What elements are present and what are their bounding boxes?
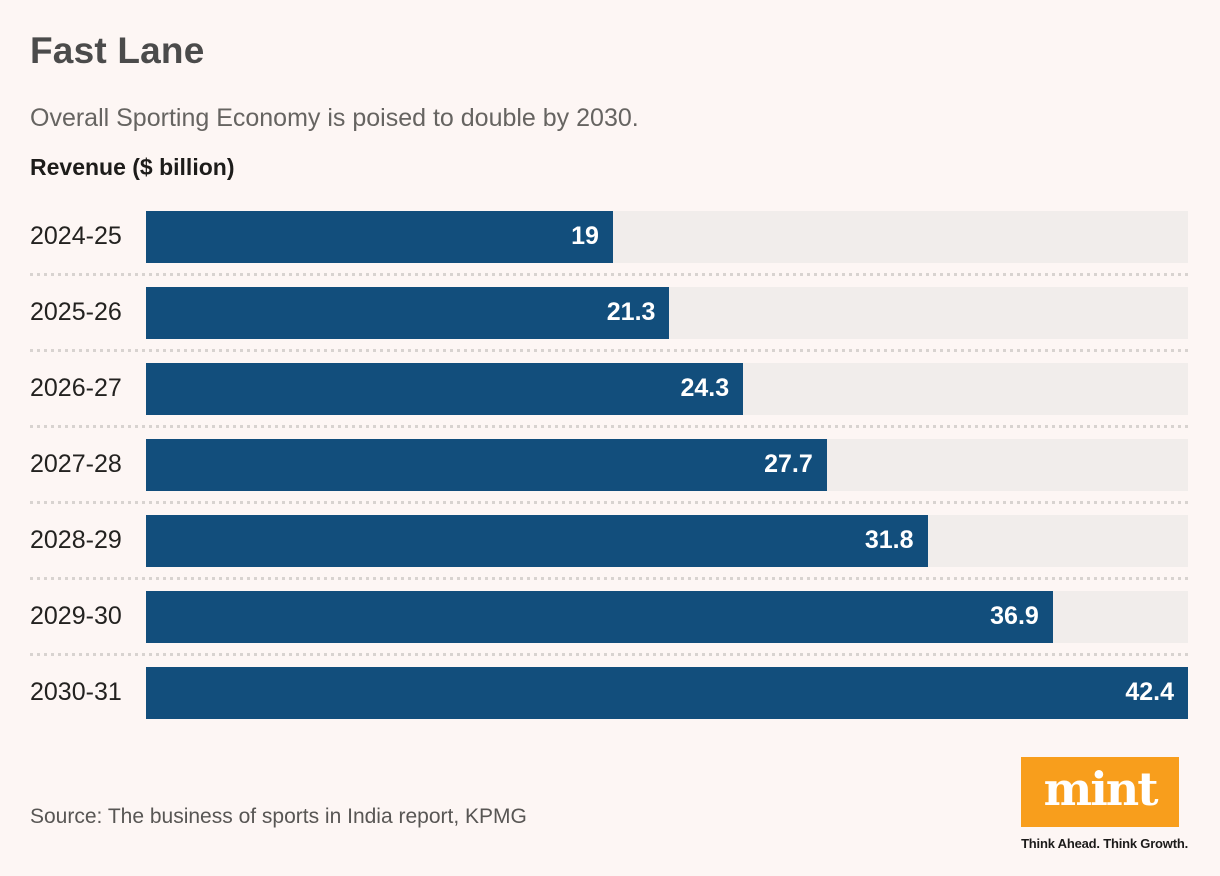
chart-footer: Source: The business of sports in India …	[30, 757, 1188, 851]
axis-title: Revenue ($ billion)	[30, 153, 235, 180]
bar: 31.8	[146, 514, 928, 567]
bar: 24.3	[146, 362, 744, 415]
bar-value-label: 19	[571, 222, 599, 251]
row-separator	[30, 272, 1188, 276]
bar-value-label: 21.3	[606, 298, 656, 327]
row-separator	[30, 652, 1188, 656]
category-label: 2025-26	[30, 298, 122, 327]
category-label: 2029-30	[30, 602, 122, 631]
chart-row: 2024-25 19	[30, 210, 1188, 263]
brand-block: mint Think Ahead. Think Growth.	[1021, 757, 1188, 851]
bar: 27.7	[146, 438, 827, 491]
bar: 21.3	[146, 286, 670, 339]
chart-row: 2027-28 27.7	[30, 438, 1188, 491]
bar-value-label: 42.4	[1125, 678, 1174, 707]
row-separator	[30, 424, 1188, 428]
bar: 19	[146, 210, 613, 263]
chart-row: 2028-29 31.8	[30, 514, 1188, 567]
category-label: 2030-31	[30, 678, 122, 707]
row-separator	[30, 500, 1188, 504]
mint-logo: mint	[1021, 757, 1180, 827]
category-label: 2024-25	[30, 222, 122, 251]
bar-track: 21.3	[146, 286, 1188, 339]
bar: 42.4	[146, 666, 1188, 719]
mint-logo-wordmark: mint	[1043, 762, 1159, 816]
row-separator	[30, 348, 1188, 352]
bar-chart: 2024-25 19 2025-26 21.3 2026-27 24.3 2027-28 27…	[30, 210, 1188, 719]
page-title: Fast Lane	[30, 30, 205, 71]
chart-row: 2026-27 24.3	[30, 362, 1188, 415]
brand-tagline: Think Ahead. Think Growth.	[1021, 836, 1188, 851]
row-separator	[30, 576, 1188, 580]
bar-track: 24.3	[146, 362, 1188, 415]
bar-value-label: 31.8	[864, 526, 914, 555]
bar: 36.9	[146, 590, 1053, 643]
chart-rows: 2024-25 19 2025-26 21.3 2026-27 24.3 2027-28 27…	[30, 210, 1188, 719]
chart-subtitle: Overall Sporting Economy is poised to do…	[30, 103, 639, 132]
bar-value-label: 24.3	[680, 374, 730, 403]
bar-value-label: 36.9	[990, 602, 1039, 631]
bar-track: 19	[146, 210, 1188, 263]
bar-value-label: 27.7	[764, 450, 813, 479]
category-label: 2028-29	[30, 526, 122, 555]
chart-row: 2030-31 42.4	[30, 666, 1188, 719]
source-note: Source: The business of sports in India …	[30, 805, 527, 828]
chart-row: 2025-26 21.3	[30, 286, 1188, 339]
category-label: 2027-28	[30, 450, 122, 479]
bar-track: 42.4	[146, 666, 1188, 719]
bar-track: 31.8	[146, 514, 1188, 567]
chart-row: 2029-30 36.9	[30, 590, 1188, 643]
bar-track: 27.7	[146, 438, 1188, 491]
bar-track: 36.9	[146, 590, 1188, 643]
category-label: 2026-27	[30, 374, 122, 403]
